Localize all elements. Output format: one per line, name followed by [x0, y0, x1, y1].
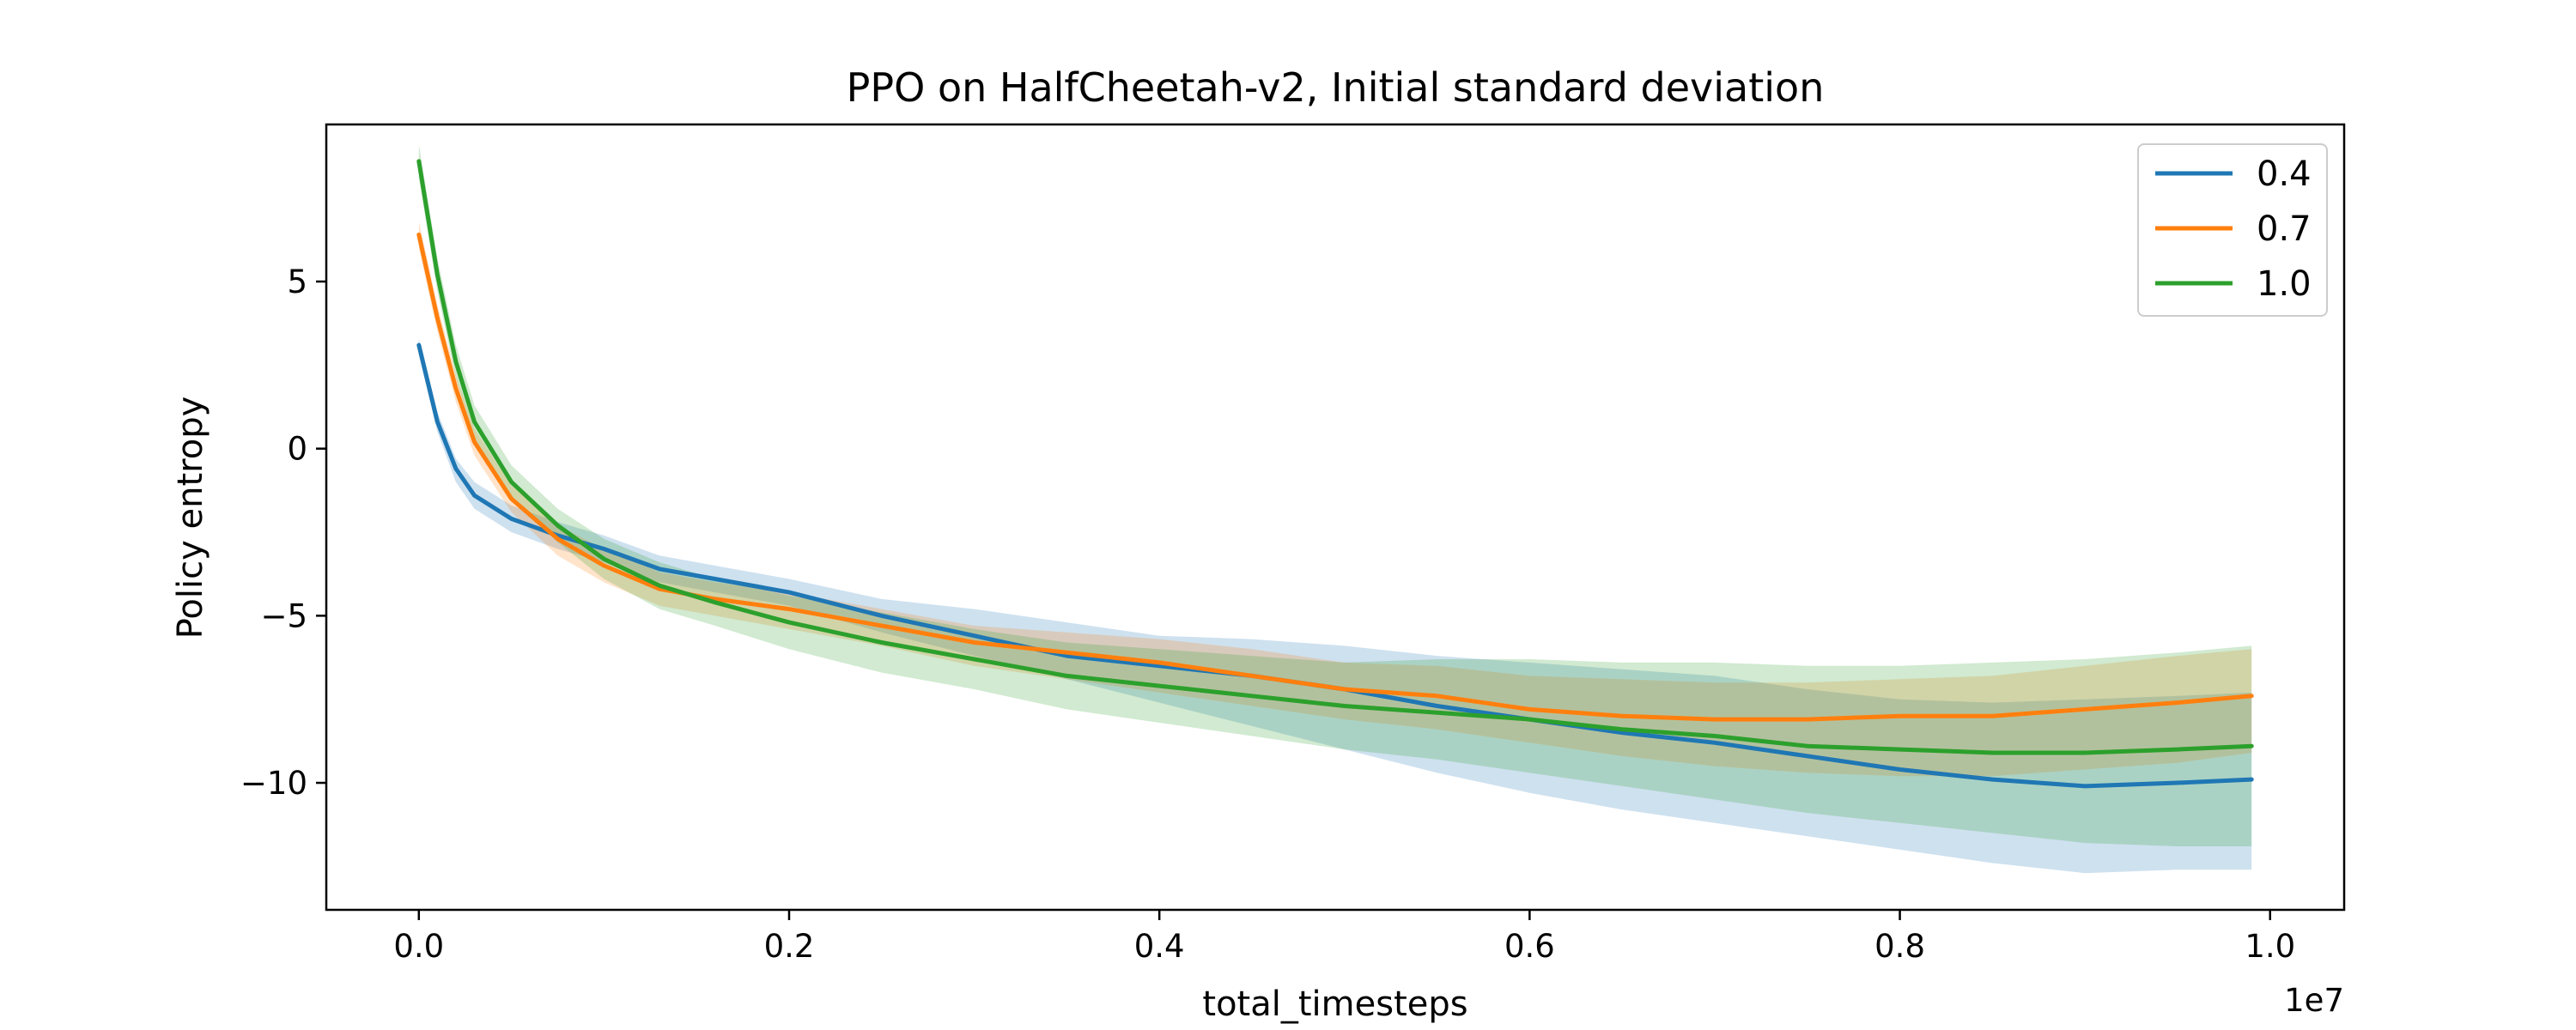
confidence-band-2	[418, 144, 2252, 846]
x-axis-ticks: 0.0 0.2 0.4 0.6 0.8 1.0	[393, 910, 2295, 965]
legend: 0.4 0.7 1.0	[2137, 143, 2328, 317]
y-tick-label: −5	[260, 597, 307, 634]
confidence-band-1	[418, 221, 2252, 777]
x-tick-label: 0.0	[393, 928, 444, 965]
confidence-band-0	[418, 338, 2252, 874]
plot-frame	[325, 123, 2346, 912]
legend-label-0: 0.4	[2257, 154, 2312, 194]
legend-label-1: 0.7	[2257, 209, 2312, 249]
y-tick-label: 0	[287, 431, 307, 468]
x-tick-label: 1.0	[2245, 928, 2295, 965]
x-tick-label: 0.6	[1504, 928, 1555, 965]
x-tick-label: 0.8	[1874, 928, 1925, 965]
x-axis-offset-label: 1e7	[2284, 982, 2344, 1019]
legend-label-2: 1.0	[2257, 264, 2312, 304]
y-tick-label: 5	[287, 264, 307, 300]
series-lines	[416, 159, 2254, 789]
chart-title: PPO on HalfCheetah-v2, Initial standard …	[847, 64, 1825, 111]
y-axis-ticks: 5 0 −5 −10	[240, 264, 326, 802]
x-axis-label: total_timesteps	[1202, 985, 1467, 1024]
x-tick-label: 0.2	[764, 928, 815, 965]
y-axis-label: Policy entropy	[171, 397, 210, 639]
y-tick-label: −10	[240, 765, 307, 802]
x-tick-label: 0.4	[1134, 928, 1185, 965]
series-line-2	[416, 159, 2254, 755]
series-line-1	[416, 233, 2254, 722]
series-line-0	[416, 342, 2254, 789]
legend-items: 0.4 0.7 1.0	[2155, 154, 2312, 304]
confidence-bands	[418, 144, 2252, 874]
